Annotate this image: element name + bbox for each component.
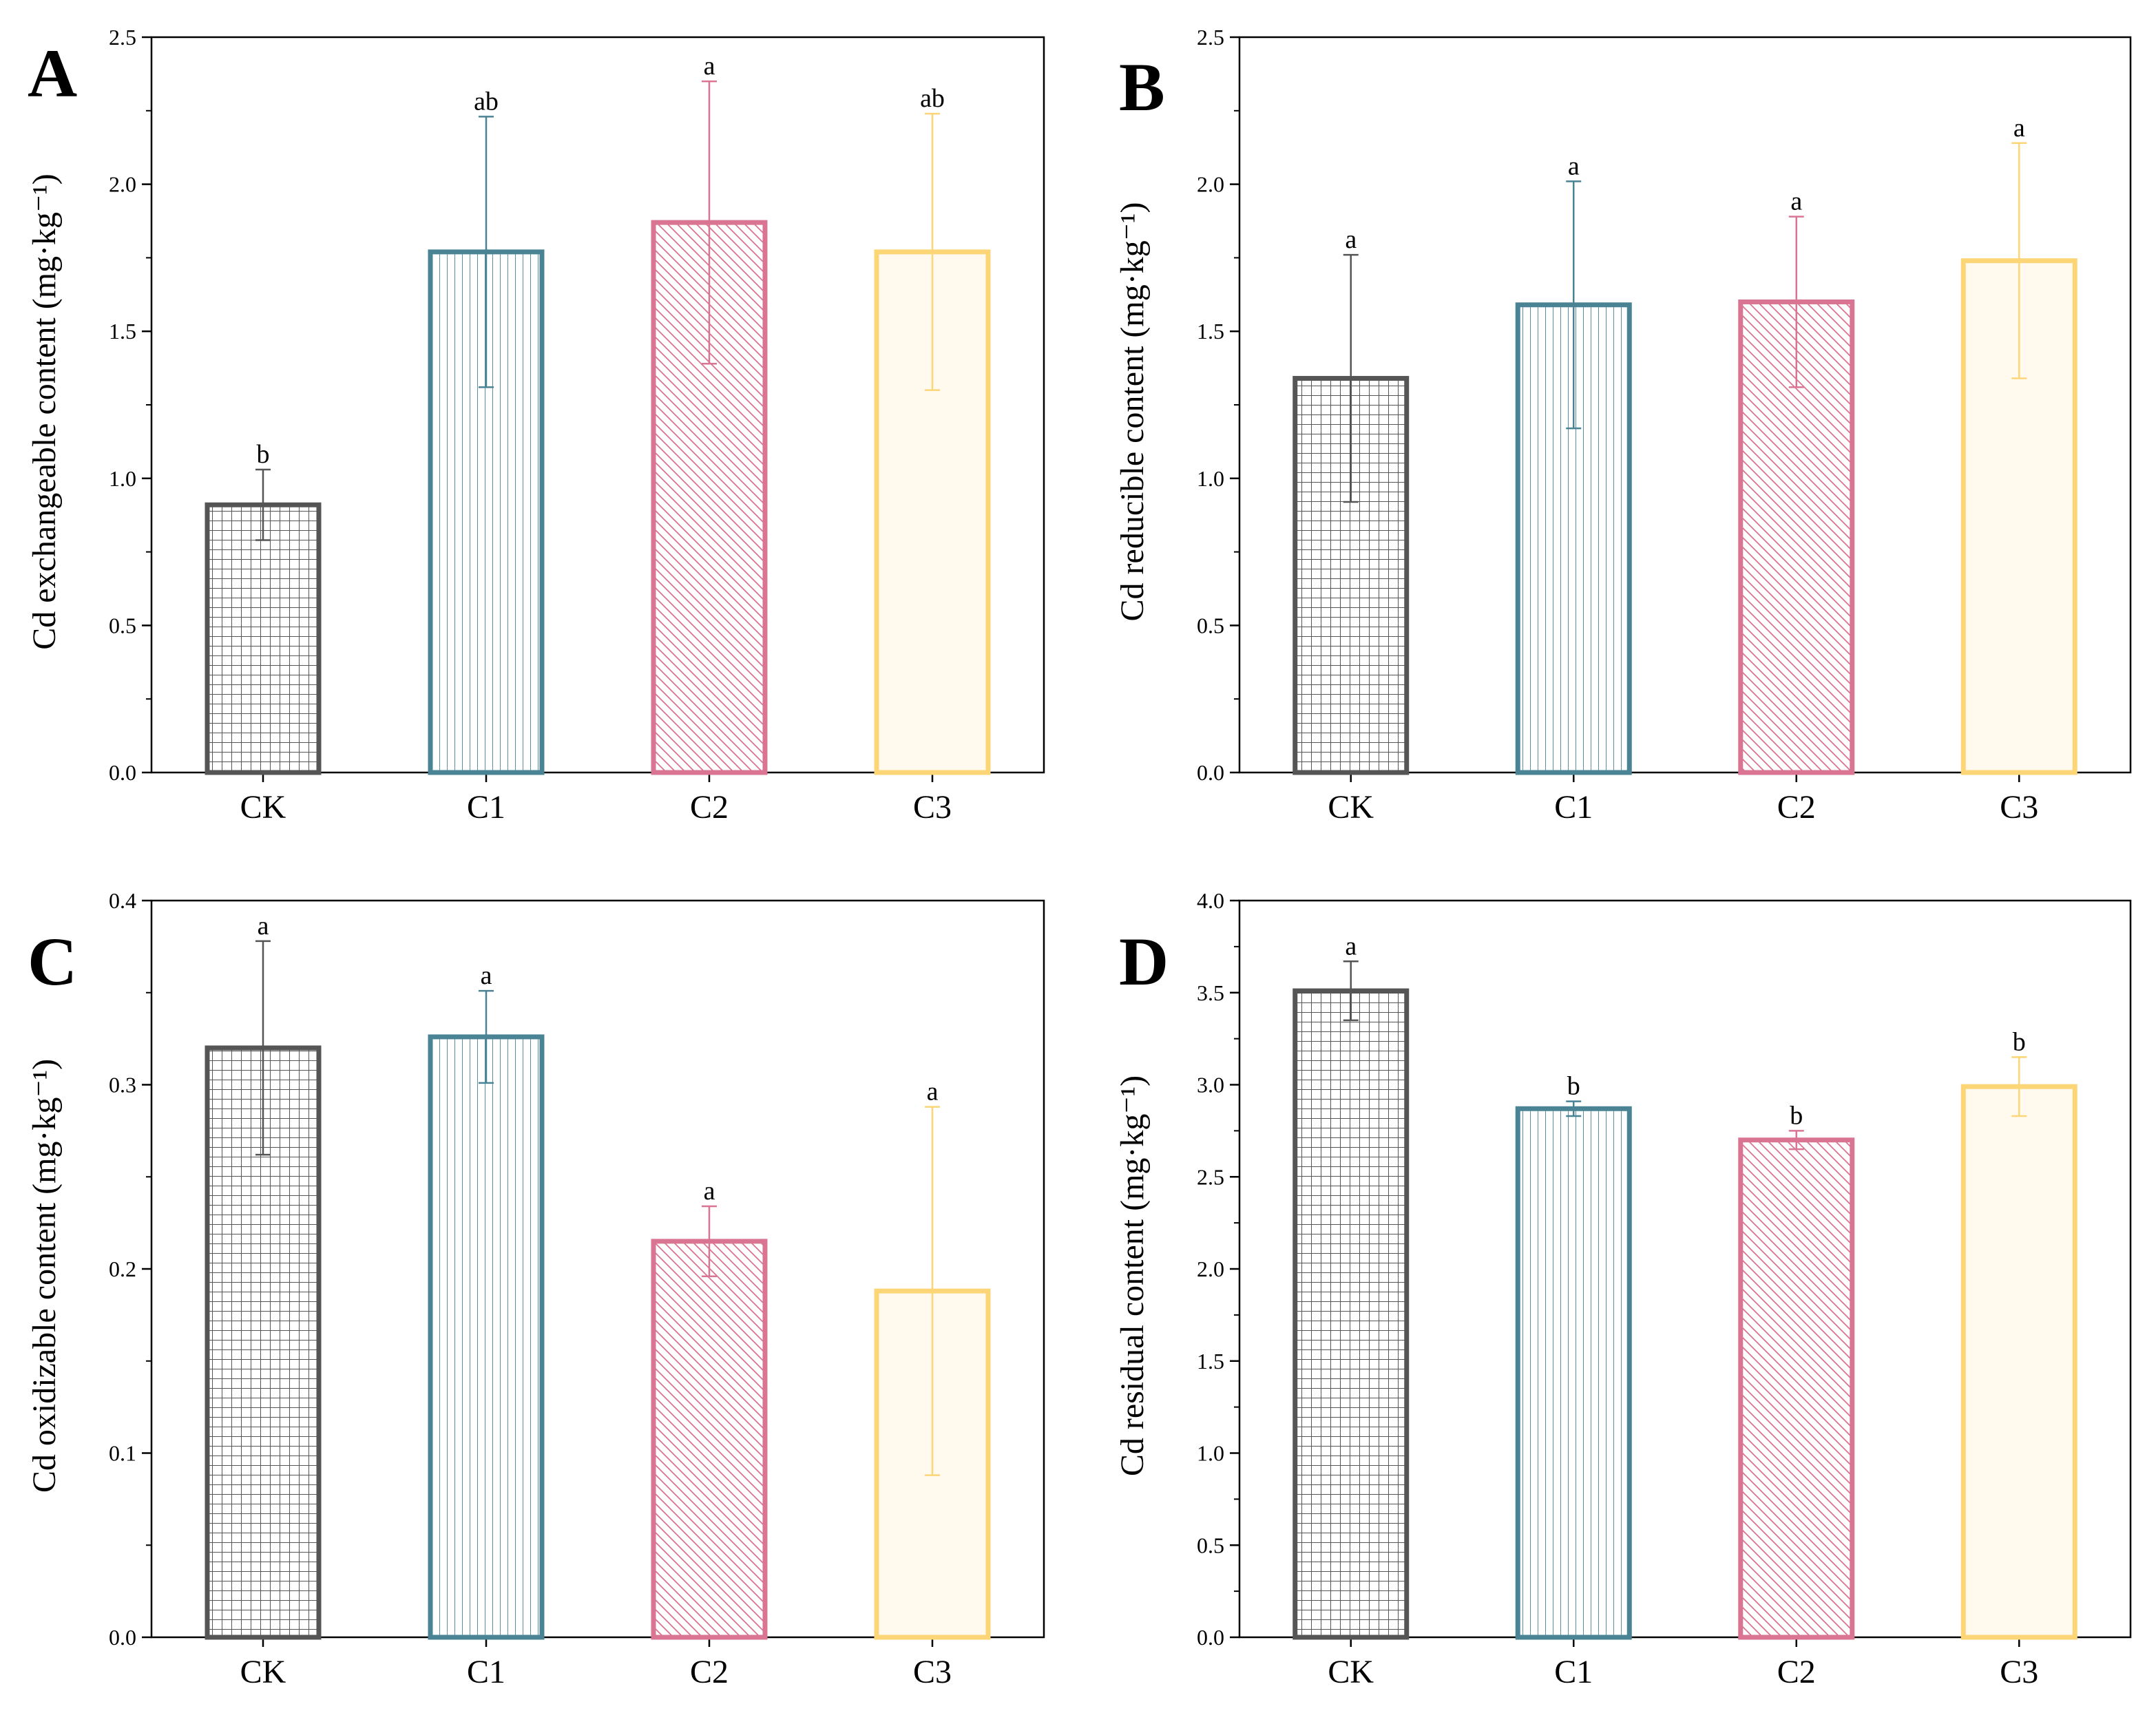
x-tick-label: CK <box>1328 789 1374 826</box>
x-tick-label: CK <box>240 1654 286 1690</box>
y-tick-label: 1.0 <box>109 466 136 491</box>
x-tick-label: C1 <box>1554 789 1593 826</box>
significance-label: b <box>1790 1101 1803 1130</box>
x-tick-label: C2 <box>690 1654 729 1690</box>
y-tick-label: 0.0 <box>109 760 136 785</box>
y-tick-label: 0.4 <box>109 888 136 913</box>
x-tick-label: C2 <box>1777 789 1816 826</box>
x-tick-label: C3 <box>913 789 952 826</box>
bar-pattern-c1 <box>430 1036 542 1637</box>
panel-b: 0.0 0.5 1.0 1.5 2.0 2.5 Cd reducible content (… <box>1114 25 2132 826</box>
significance-label: ab <box>920 84 945 113</box>
significance-label: a <box>2013 114 2025 143</box>
y-tick-label: 2.0 <box>1197 172 1224 197</box>
significance-label: a <box>1568 151 1580 180</box>
bar-pattern-ck <box>207 505 319 773</box>
bar-pattern-ck <box>1295 991 1407 1637</box>
panels-root: 0.0 0.5 1.0 1.5 2.0 2.5 Cd exchangeable conten… <box>26 25 2132 1690</box>
significance-label: a <box>481 961 492 990</box>
panel-letter: D <box>1119 923 1169 1000</box>
y-axis-label: Cd oxidizable content (mg·kg⁻¹) <box>26 1059 63 1493</box>
y-tick-label: 2.0 <box>1197 1257 1224 1281</box>
y-tick-label: 0.0 <box>1197 760 1224 785</box>
significance-label: a <box>258 912 269 940</box>
significance-label: b <box>2013 1027 2026 1056</box>
y-tick-label: 2.5 <box>109 25 136 50</box>
significance-label: b <box>257 440 270 469</box>
y-tick-label: 0.3 <box>109 1073 136 1097</box>
bar-pattern-c2 <box>653 1241 765 1637</box>
x-tick-label: C2 <box>690 789 729 826</box>
significance-label: a <box>704 52 715 81</box>
y-tick-label: 0.5 <box>1197 613 1224 638</box>
significance-label: a <box>927 1078 939 1106</box>
y-axis-label: Cd reducible content (mg·kg⁻¹) <box>1114 202 1151 622</box>
panel-c: 0.0 0.1 0.2 0.3 0.4 Cd oxidizable content (mg… <box>26 888 1045 1690</box>
significance-label: a <box>1345 225 1357 254</box>
x-tick-label: C3 <box>2000 789 2038 826</box>
y-tick-label: 0.2 <box>109 1257 136 1281</box>
y-tick-label: 3.0 <box>1197 1073 1224 1097</box>
x-tick-label: C1 <box>1554 1654 1593 1690</box>
y-tick-label: 2.5 <box>1197 25 1224 50</box>
x-tick-label: C1 <box>467 789 505 826</box>
y-tick-label: 1.5 <box>109 319 136 344</box>
y-tick-label: 0.0 <box>109 1625 136 1650</box>
x-tick-label: C3 <box>913 1654 952 1690</box>
significance-label: a <box>1345 932 1357 960</box>
y-tick-label: 0.5 <box>109 613 136 638</box>
panel-d: 0.0 0.5 1.0 1.5 2.0 2.5 3.0 3.5 4.0 Cd residual c… <box>1114 888 2132 1690</box>
panel-letter: A <box>28 35 77 112</box>
bar-pattern-c1 <box>1518 1108 1630 1637</box>
y-tick-label: 0.1 <box>109 1441 136 1466</box>
bar-fill-c3 <box>1963 1086 2075 1637</box>
y-axis-label: Cd residual content (mg·kg⁻¹) <box>1114 1075 1151 1476</box>
y-tick-label: 2.0 <box>109 172 136 197</box>
y-tick-label: 0.5 <box>1197 1533 1224 1557</box>
y-tick-label: 1.5 <box>1197 319 1224 344</box>
x-tick-label: C3 <box>2000 1654 2038 1690</box>
y-tick-label: 0.0 <box>1197 1625 1224 1650</box>
panel-letter: B <box>1119 49 1165 125</box>
significance-label: ab <box>474 87 499 116</box>
y-tick-label: 4.0 <box>1197 888 1224 913</box>
y-tick-label: 3.5 <box>1197 980 1224 1005</box>
x-tick-label: CK <box>240 789 286 826</box>
panel-a: 0.0 0.5 1.0 1.5 2.0 2.5 Cd exchangeable conten… <box>26 25 1045 826</box>
y-tick-label: 1.5 <box>1197 1349 1224 1374</box>
y-tick-label: 1.0 <box>1197 1441 1224 1466</box>
y-tick-label: 2.5 <box>1197 1164 1224 1189</box>
significance-label: a <box>1790 187 1802 216</box>
y-axis-label: Cd exchangeable content (mg·kg⁻¹) <box>26 174 63 649</box>
bar-pattern-c2 <box>1740 1139 1852 1637</box>
x-tick-label: CK <box>1328 1654 1374 1690</box>
y-tick-label: 1.0 <box>1197 466 1224 491</box>
x-tick-label: C1 <box>467 1654 505 1690</box>
significance-label: a <box>704 1177 715 1206</box>
significance-label: b <box>1567 1072 1580 1101</box>
x-tick-label: C2 <box>1777 1654 1816 1690</box>
panel-letter: C <box>28 923 77 1000</box>
